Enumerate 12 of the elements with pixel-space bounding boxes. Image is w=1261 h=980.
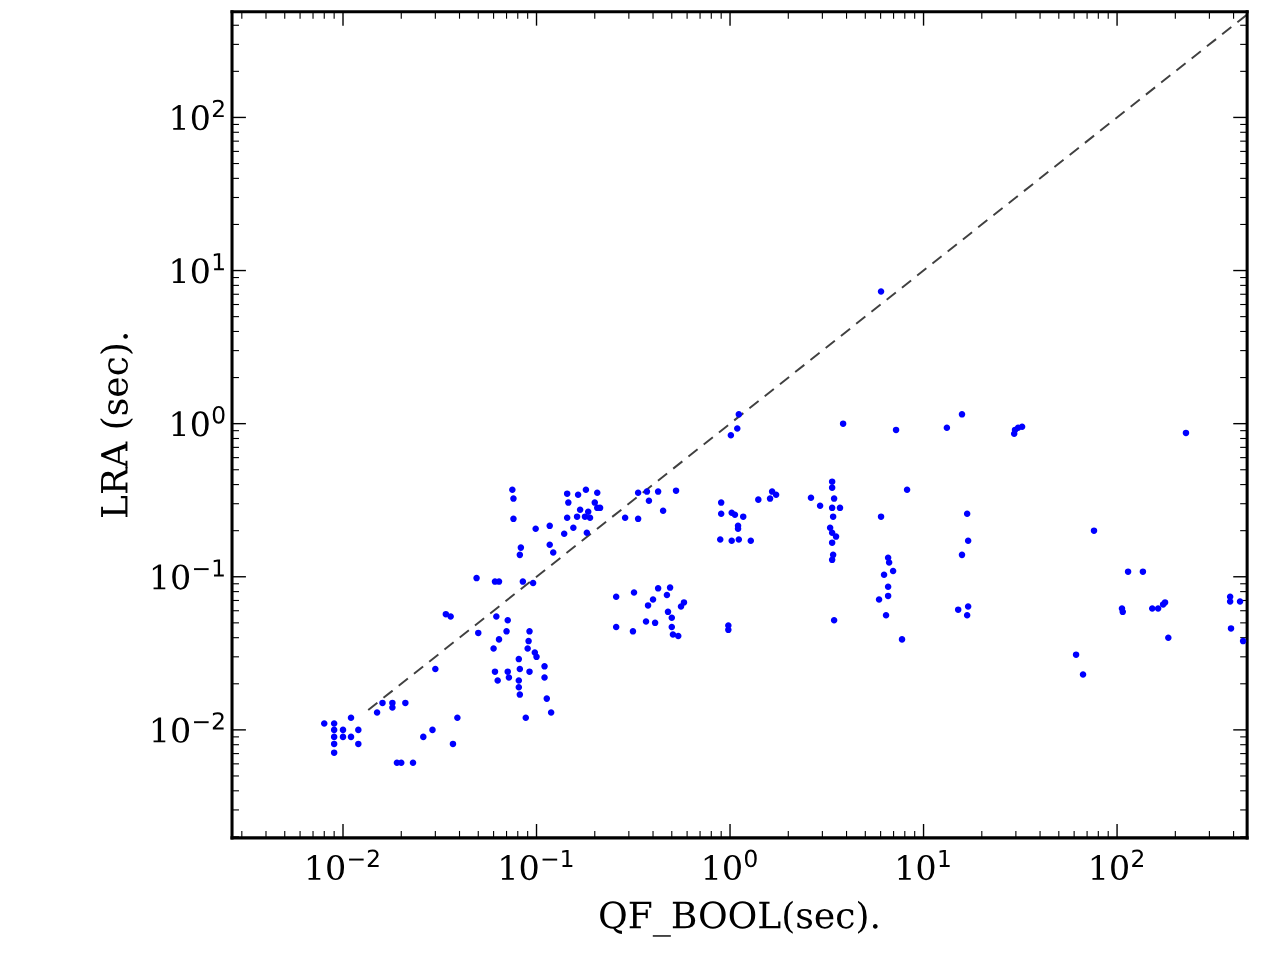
x-tick-label: 10$^{2}$ — [1091, 849, 1143, 881]
y-tick-label: 10$^{2}$ — [172, 99, 224, 131]
y-tick-label: 10$^{−2}$ — [152, 712, 224, 743]
x-tick-label: 10$^{−2}$ — [307, 849, 379, 881]
y-tick-label: 10$^{−1}$ — [152, 559, 224, 590]
x-axis-title: QF_BOOL(sec). — [600, 900, 878, 937]
x-tick-label: 10$^{0}$ — [704, 849, 757, 881]
x-tick-label: 10$^{−1}$ — [501, 849, 573, 881]
y-axis-title: LRA (sec). — [99, 333, 134, 518]
y-tick-label: 10$^{1}$ — [172, 253, 224, 284]
x-tick-label: 10$^{1}$ — [898, 849, 950, 881]
y-tick-label: 10$^{0}$ — [172, 405, 225, 437]
